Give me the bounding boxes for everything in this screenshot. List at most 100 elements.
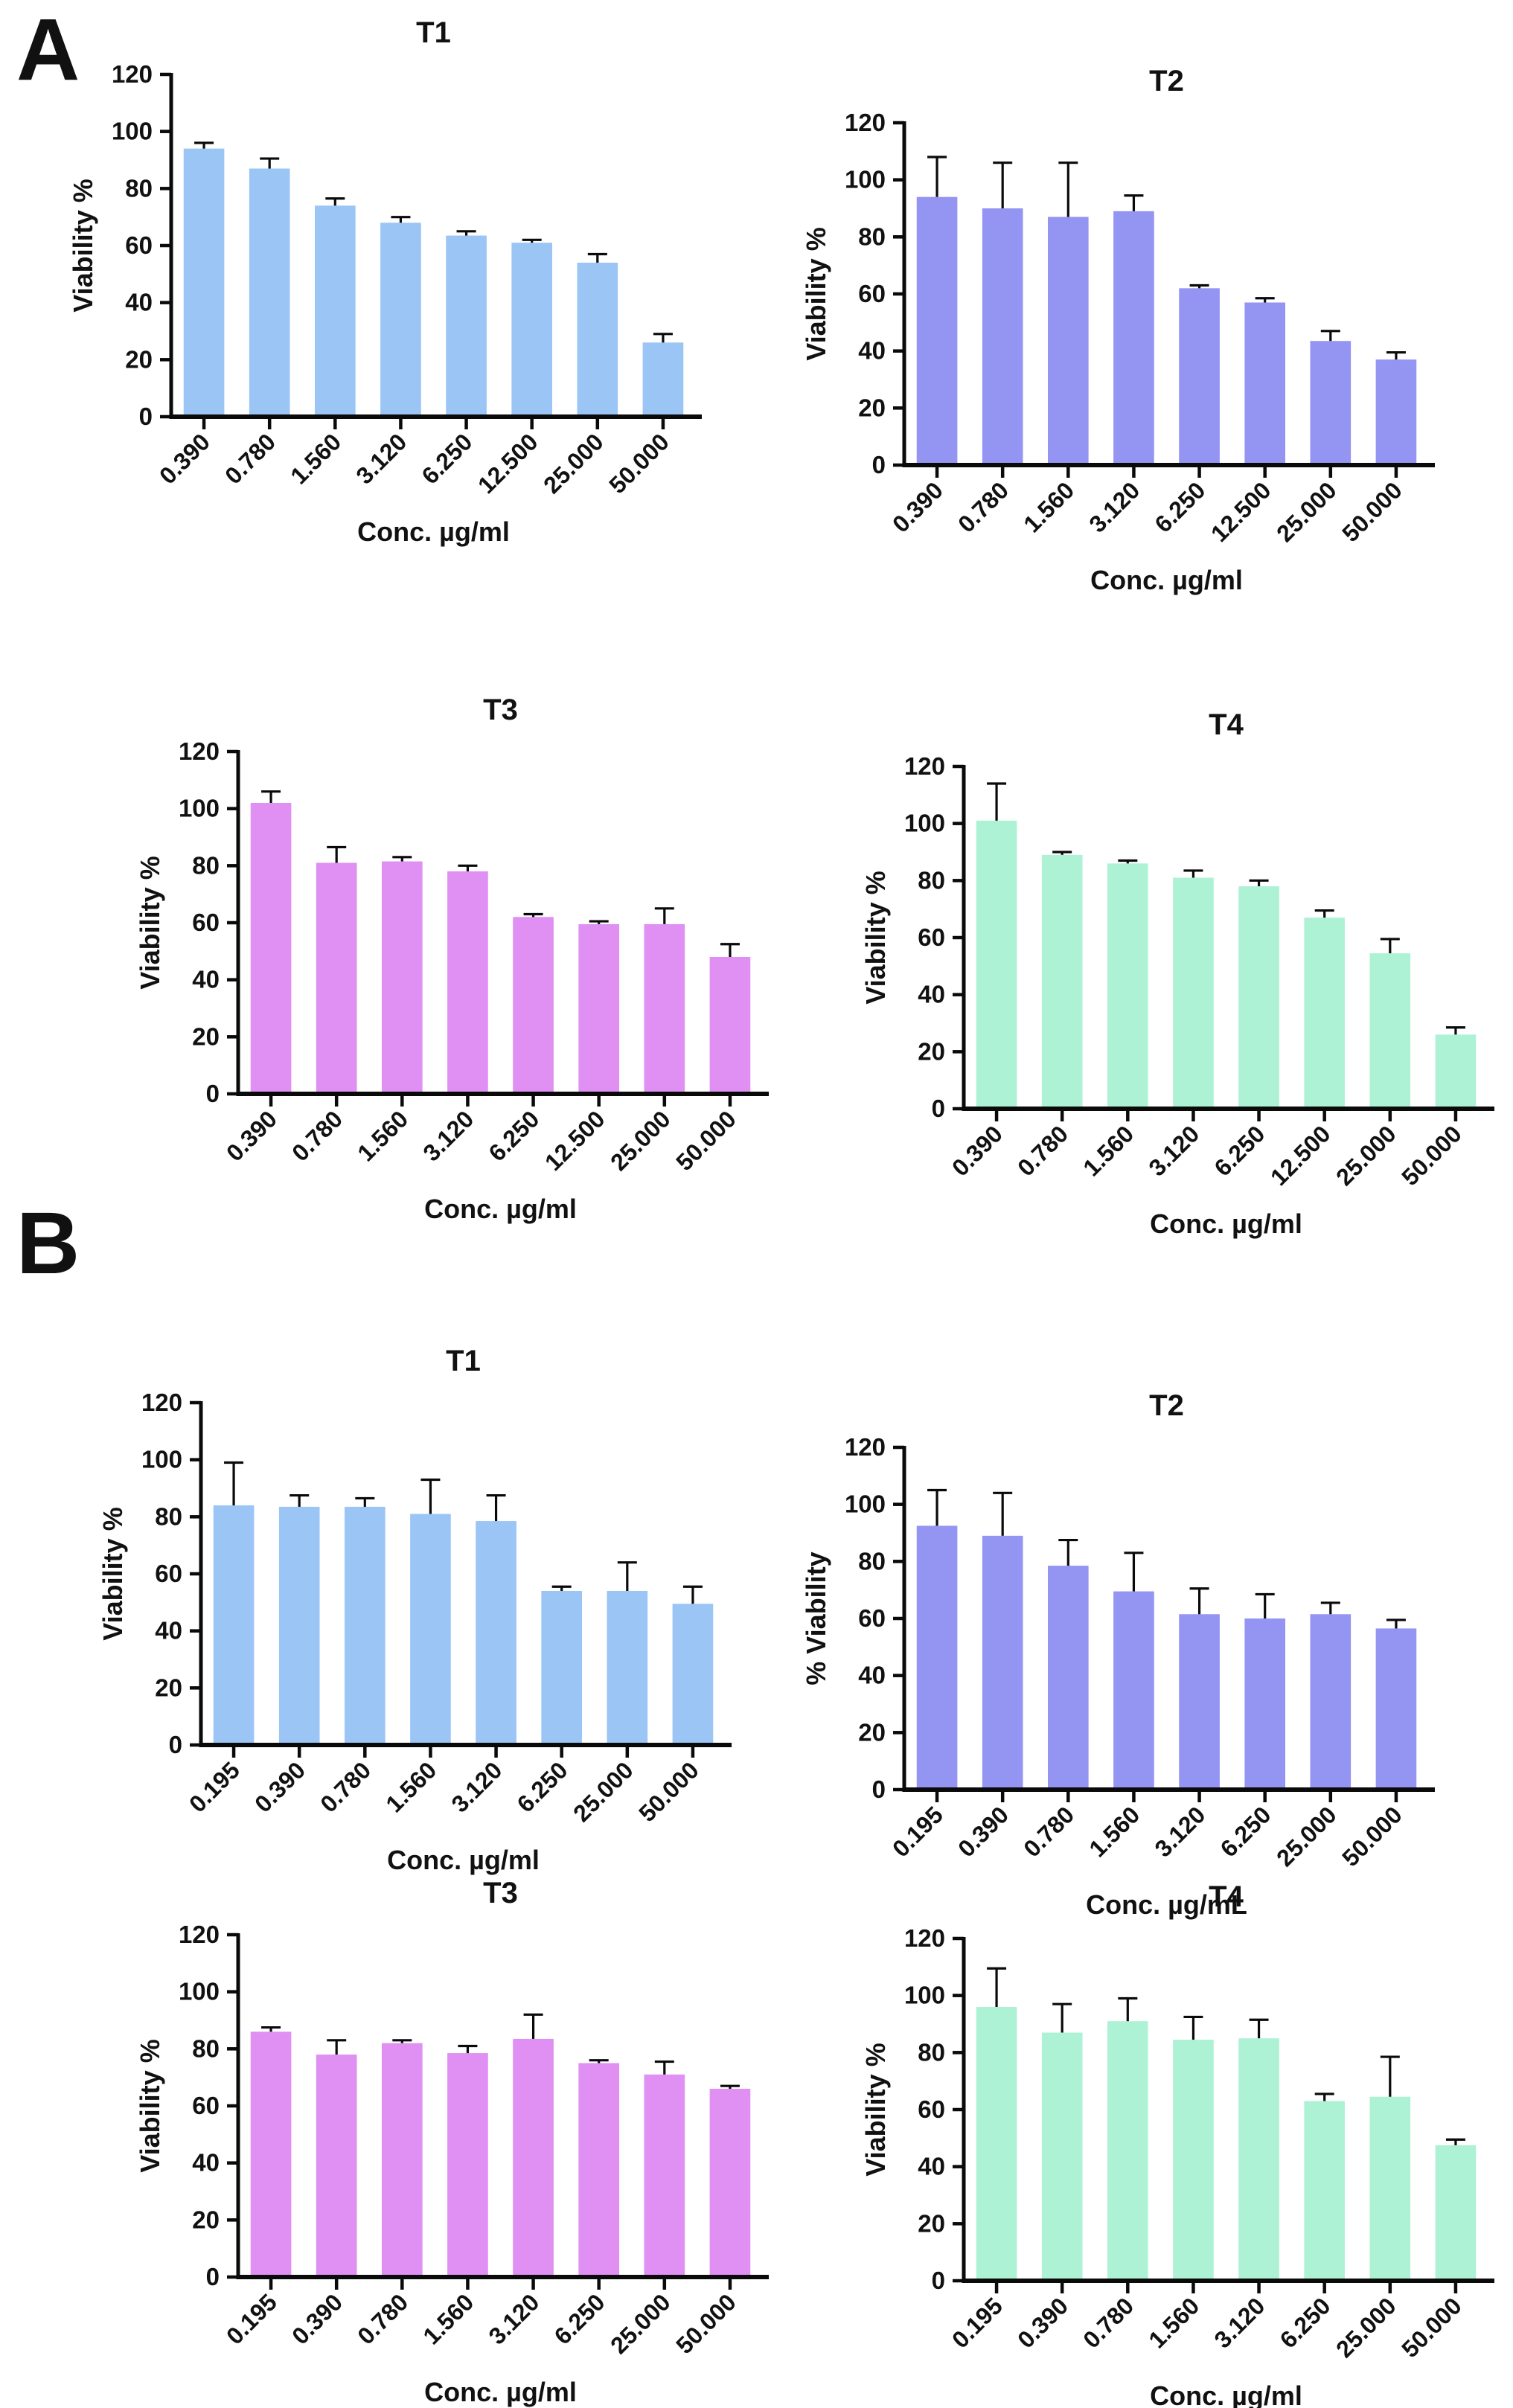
y-tick-label: 20 (918, 1037, 945, 1065)
y-tick-label: 80 (192, 2034, 220, 2062)
x-tick-labels: 0.195 0.390 0.780 1.560 3.120 6.25025.00050.0… (947, 2283, 1467, 2363)
y-tick-label: 0 (169, 1731, 182, 1758)
bar (1107, 863, 1148, 1109)
bar (672, 1604, 714, 1745)
x-tick-label: 6.250 (1275, 2292, 1336, 2353)
bars (976, 2007, 1477, 2281)
bar (1047, 217, 1089, 465)
bar (1238, 2038, 1279, 2281)
y-tick-label: 60 (918, 923, 945, 951)
y-tick-label: 0 (872, 451, 886, 478)
x-tick-label: 12.500 (1265, 1120, 1336, 1191)
x-tick-label: 12.500 (540, 1105, 610, 1176)
bar-chart-svg: 0 20 40 60 80 100 120 0.195 0.390 0.780 1.560 3.120… (860, 1880, 1494, 2408)
bar-chart-svg: 0 20 40 60 80 100 120 0.195 0.390 0.780 1.560 3.120… (97, 1345, 732, 1875)
x-tick-labels: 0.390 0.780 1.560 3.120 6.25012.50025.00050.… (947, 1111, 1467, 1191)
x-axis-label: Conc. µg/ml (424, 2377, 577, 2407)
chart-a-t3: 0 20 40 60 80 100 120 0.390 0.780 1.560 3.120 6.250… (127, 688, 789, 1232)
y-tick-label: 120 (179, 1921, 220, 1948)
x-tick-label: 0.390 (953, 1801, 1014, 1862)
y-tick-label: 40 (192, 966, 220, 993)
error-bars (261, 790, 740, 957)
bar (1179, 288, 1220, 465)
x-tick-labels: 0.195 0.390 0.780 1.560 3.120 6.25025.00050.0… (184, 1747, 704, 1827)
y-tick-labels: 0 20 40 60 80 100 120 (112, 60, 171, 430)
y-tick-label: 20 (125, 345, 153, 373)
y-tick-label: 20 (858, 394, 886, 421)
y-tick-label: 100 (179, 795, 220, 822)
y-tick-label: 120 (845, 1433, 886, 1461)
x-tick-label: 6.250 (1215, 1801, 1276, 1862)
y-axis-label: Viability % (860, 2043, 891, 2176)
x-tick-label: 0.390 (249, 1756, 310, 1817)
bar-chart-svg: 0 20 40 60 80 100 120 0.195 0.390 0.780 1.560 3.120… (801, 1389, 1435, 1920)
bar (316, 862, 357, 1094)
y-tick-label: 100 (904, 1982, 945, 2009)
bar (577, 263, 618, 417)
x-tick-label: 1.560 (1018, 476, 1079, 537)
y-tick-label: 60 (192, 2092, 220, 2119)
bar (183, 148, 225, 417)
x-tick-label: 12.500 (1206, 476, 1276, 547)
x-tick-label: 3.120 (351, 428, 412, 489)
x-axis-label: Conc. µg/ml (1090, 565, 1243, 595)
y-axis-label: Viability % (68, 179, 98, 312)
panel-b-label: B (16, 1194, 80, 1293)
x-tick-label: 1.560 (418, 2288, 479, 2349)
bar (1173, 2040, 1214, 2281)
y-tick-label: 0 (206, 1080, 220, 1107)
y-tick-label: 20 (918, 2209, 945, 2237)
bar (447, 871, 488, 1094)
bar-chart-svg: 0 20 40 60 80 100 120 0.195 0.390 0.780 1.560 3.120… (135, 1877, 769, 2407)
bar (446, 235, 487, 417)
x-tick-label: 6.250 (512, 1756, 573, 1817)
axes (962, 1937, 1494, 2283)
x-tick-labels: 0.390 0.780 1.560 3.120 6.25012.50025.00050.… (887, 467, 1407, 547)
x-tick-label: 12.500 (473, 428, 543, 499)
bar (314, 205, 356, 417)
chart-title: T3 (483, 1877, 518, 1909)
x-tick-label: 6.250 (483, 1105, 544, 1166)
bar (1041, 2032, 1083, 2281)
x-tick-label: 25.000 (1271, 476, 1342, 547)
bar (410, 1514, 451, 1745)
bar (607, 1591, 648, 1745)
bar (982, 208, 1023, 465)
axes (236, 1933, 769, 2279)
x-tick-label: 25.000 (538, 428, 609, 499)
x-tick-label: 0.390 (287, 2288, 348, 2349)
y-tick-label: 0 (932, 1095, 945, 1122)
x-tick-label: 50.000 (633, 1756, 704, 1827)
bars (976, 820, 1477, 1109)
error-bars (261, 2013, 740, 2089)
bar (1310, 341, 1352, 465)
x-tick-label: 25.000 (605, 1105, 676, 1176)
x-tick-label: 0.195 (947, 2292, 1008, 2353)
x-tick-label: 0.780 (220, 428, 281, 489)
bar (380, 222, 421, 417)
y-tick-label: 120 (112, 60, 153, 88)
bar (916, 1525, 958, 1790)
y-tick-label: 60 (192, 909, 220, 936)
x-tick-label: 0.390 (221, 1105, 282, 1166)
x-axis-label: Conc. µg/ml (357, 516, 510, 547)
y-tick-label: 20 (192, 2206, 220, 2233)
x-tick-label: 25.000 (1271, 1801, 1342, 1871)
bar (1304, 2101, 1346, 2281)
bar (541, 1591, 583, 1745)
x-tick-label: 25.000 (568, 1756, 639, 1827)
chart-title: T3 (483, 694, 518, 726)
x-axis-label: Conc. µg/ml (1150, 1208, 1302, 1239)
y-axis-label: % Viability (801, 1552, 831, 1685)
bar (344, 1506, 386, 1745)
y-tick-label: 100 (141, 1446, 182, 1473)
chart-title: T4 (1209, 708, 1244, 741)
bar (1375, 1628, 1417, 1790)
y-tick-label: 80 (918, 866, 945, 894)
y-tick-label: 40 (155, 1617, 182, 1645)
x-tick-label: 3.120 (418, 1105, 479, 1166)
y-tick-labels: 0 20 40 60 80 100 120 (845, 1433, 904, 1803)
bar (709, 2089, 751, 2277)
y-tick-labels: 0 20 40 60 80 100 120 (904, 752, 964, 1122)
bar (476, 1521, 516, 1745)
